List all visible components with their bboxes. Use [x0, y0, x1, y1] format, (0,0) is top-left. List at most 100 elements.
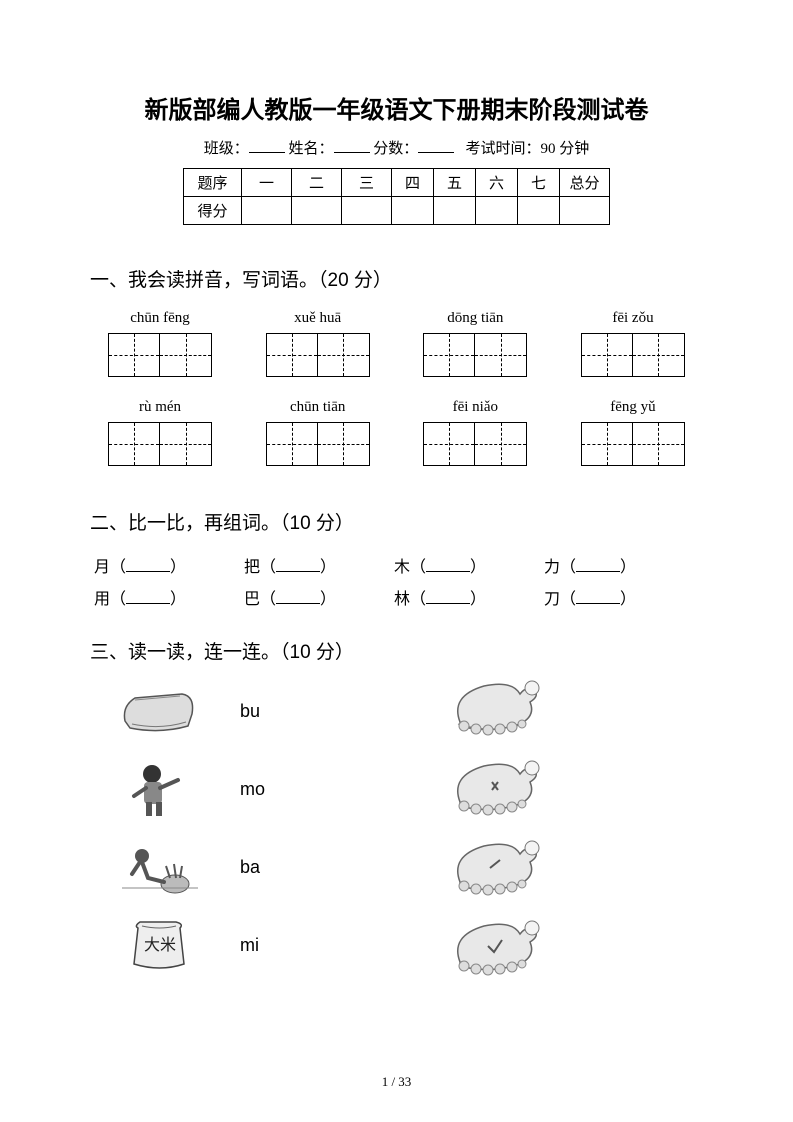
score-cell[interactable]: [476, 197, 518, 225]
tianzi-pair[interactable]: [423, 422, 527, 466]
col-4: 四: [392, 169, 434, 197]
tianzi-pair[interactable]: [423, 333, 527, 377]
hat-icon: [440, 756, 550, 818]
fill-cell: 木（）: [394, 553, 544, 577]
fill-cell: 用（）: [94, 585, 244, 609]
char: 林: [394, 591, 410, 608]
pinyin-row: rù mén chūn tiān fēi niǎo fēng yǔ: [90, 399, 703, 480]
name-blank[interactable]: [334, 139, 370, 153]
syllable: ba: [240, 838, 290, 896]
tianzi-pair[interactable]: [266, 333, 370, 377]
fill-blank[interactable]: [426, 592, 470, 604]
pinyin-label: xuě huā: [258, 310, 378, 327]
class-label: 班级：: [204, 141, 249, 157]
hat-icon: [440, 916, 550, 978]
pinyin-item: fēi niǎo: [415, 399, 535, 480]
tianzi-pair[interactable]: [108, 333, 212, 377]
col-5: 五: [434, 169, 476, 197]
char: 巴: [244, 591, 260, 608]
tianzi-pair[interactable]: [266, 422, 370, 466]
section3-heading: 三、读一读，连一连。（10 分）: [90, 637, 703, 664]
score-blank[interactable]: [418, 139, 454, 153]
fill-cell: 力（）: [544, 553, 694, 577]
name-label: 姓名：: [288, 141, 333, 157]
exam-page: 新版部编人教版一年级语文下册期末阶段测试卷 班级： 姓名： 分数： 考试时间：9…: [0, 0, 793, 1122]
tianzi-pair[interactable]: [581, 422, 685, 466]
char: 月: [94, 559, 110, 576]
col-1: 一: [242, 169, 292, 197]
col-3: 三: [342, 169, 392, 197]
col-2: 二: [292, 169, 342, 197]
score-cell[interactable]: [392, 197, 434, 225]
fill-cell: 把（）: [244, 553, 394, 577]
syllable: bu: [240, 682, 290, 740]
score-cell[interactable]: [342, 197, 392, 225]
score-label: 分数：: [373, 141, 418, 157]
table-row: 得分: [184, 197, 610, 225]
row1-label: 题序: [184, 169, 242, 197]
char: 用: [94, 591, 110, 608]
syllable: mo: [240, 760, 290, 818]
char: 木: [394, 559, 410, 576]
pinyin-label: fēi niǎo: [415, 399, 535, 416]
pinyin-label: fēi zǒu: [573, 310, 693, 327]
fill-blank[interactable]: [276, 592, 320, 604]
fill-blank[interactable]: [426, 560, 470, 572]
section2-heading: 二、比一比，再组词。（10 分）: [90, 508, 703, 535]
pinyin-label: dōng tiān: [415, 310, 535, 327]
fill-blank[interactable]: [126, 592, 170, 604]
char: 力: [544, 559, 560, 576]
pinyin-item: fēng yǔ: [573, 399, 693, 480]
tianzi-pair[interactable]: [108, 422, 212, 466]
pinyin-item: chūn tiān: [258, 399, 378, 480]
meta-line: 班级： 姓名： 分数： 考试时间：90 分钟: [90, 137, 703, 158]
time-label: 考试时间：90 分钟: [466, 141, 590, 157]
child-touching-icon: [120, 760, 200, 818]
fill-cell: 林（）: [394, 585, 544, 609]
col-7: 七: [518, 169, 560, 197]
class-blank[interactable]: [249, 139, 285, 153]
fill-row: 月（） 把（） 木（） 力（）: [90, 553, 703, 577]
pinyin-item: rù mén: [100, 399, 220, 480]
score-cell[interactable]: [560, 197, 610, 225]
fill-blank[interactable]: [576, 592, 620, 604]
score-table: 题序 一 二 三 四 五 六 七 总分 得分: [183, 168, 610, 225]
score-cell[interactable]: [292, 197, 342, 225]
fill-blank[interactable]: [576, 560, 620, 572]
col-6: 六: [476, 169, 518, 197]
score-cell[interactable]: [242, 197, 292, 225]
fill-cell: 巴（）: [244, 585, 394, 609]
quilt-icon: [120, 682, 200, 740]
fill-cell: 月（）: [94, 553, 244, 577]
score-cell[interactable]: [518, 197, 560, 225]
pinyin-row: chūn fēng xuě huā dōng tiān fēi zǒu: [90, 310, 703, 391]
right-images-col: [440, 676, 550, 978]
fill-blank[interactable]: [126, 560, 170, 572]
page-number: 1 / 33: [0, 1074, 793, 1090]
fill-cell: 刀（）: [544, 585, 694, 609]
char: 刀: [544, 591, 560, 608]
hat-icon: [440, 676, 550, 738]
col-total: 总分: [560, 169, 610, 197]
exam-title: 新版部编人教版一年级语文下册期末阶段测试卷: [90, 90, 703, 125]
row2-label: 得分: [184, 197, 242, 225]
pinyin-item: xuě huā: [258, 310, 378, 391]
pinyin-label: rù mén: [100, 399, 220, 416]
rice-bag-icon: 大米: [120, 916, 200, 974]
score-cell[interactable]: [434, 197, 476, 225]
svg-text:大米: 大米: [144, 936, 176, 954]
char: 把: [244, 559, 260, 576]
fill-row: 用（） 巴（） 林（） 刀（）: [90, 585, 703, 609]
hat-icon: [440, 836, 550, 898]
section1-heading: 一、我会读拼音，写词语。（20 分）: [90, 265, 703, 292]
fill-blank[interactable]: [276, 560, 320, 572]
syllable: mi: [240, 916, 290, 974]
pinyin-item: fēi zǒu: [573, 310, 693, 391]
syllable-col: bu mo ba mi: [240, 682, 290, 978]
pulling-radish-icon: [120, 838, 200, 896]
left-images-col: 大米: [120, 682, 200, 978]
pinyin-label: chūn fēng: [100, 310, 220, 327]
pinyin-item: chūn fēng: [100, 310, 220, 391]
pinyin-item: dōng tiān: [415, 310, 535, 391]
tianzi-pair[interactable]: [581, 333, 685, 377]
